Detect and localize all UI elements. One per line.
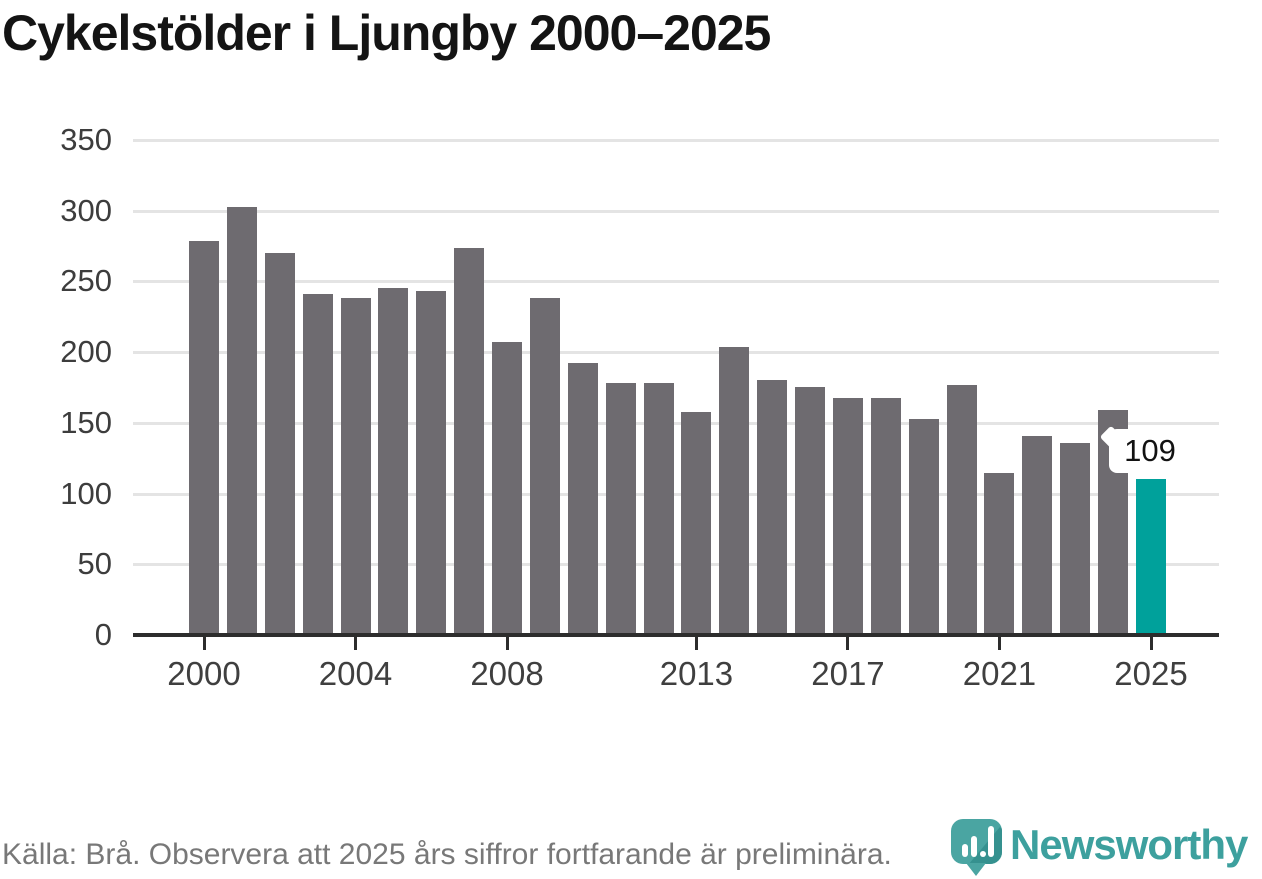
y-axis-tick-label: 300 [60,192,112,228]
y-axis-tick-label: 150 [60,404,112,440]
x-axis-tick-label: 2025 [1114,655,1188,692]
bar-2017 [832,398,863,633]
gridline-50 [133,563,1219,567]
y-axis-tick-label: 350 [60,121,112,157]
bar-2010 [567,363,598,633]
bar-2001 [226,207,257,633]
mini-barchart-dot-icon [980,851,986,857]
x-axis-tick [505,637,509,650]
bar-2016 [795,387,826,633]
bar-2006 [416,291,447,633]
x-axis-tick [1149,637,1153,650]
mini-barchart-icon [988,826,994,857]
x-axis-line [133,633,1219,637]
gridline-150 [133,421,1219,425]
bar-2004 [340,298,371,633]
bar-2015 [757,380,788,633]
gridline-200 [133,351,1219,355]
x-axis-tick-label: 2008 [470,655,544,692]
x-axis-tick [694,637,698,650]
bar-2007 [454,248,485,633]
bar-2012 [643,383,674,633]
pin-tail-shape [966,863,986,876]
bar-2000 [189,241,219,633]
y-axis-tick-label: 50 [77,546,112,582]
bar-2009 [529,298,560,633]
chart-title: Cykelstölder i Ljungby 2000–2025 [2,5,771,61]
bar-2014 [719,347,750,633]
bar-2018 [870,398,901,633]
bar-2005 [378,288,409,633]
highlight-value-label: 109 [1124,433,1176,468]
x-axis-tick-label: 2000 [167,655,241,692]
gridline-300 [133,209,1219,213]
bar-2025 [1136,479,1166,633]
y-axis-tick-label: 200 [60,334,112,370]
newsworthy-logo: Newsworthy [951,819,1262,879]
bar-2020 [946,385,977,633]
bar-2021 [984,473,1015,633]
gridline-250 [133,280,1219,284]
x-axis-tick-label: 2004 [318,655,393,692]
x-axis-tick [202,637,206,650]
bar-2019 [908,419,939,633]
gridline-350 [133,138,1219,142]
newsworthy-pin-icon [951,819,1002,864]
bar-2003 [302,294,333,633]
bar-2002 [264,253,295,633]
gridline-100 [133,492,1219,496]
x-axis-tick [846,637,850,650]
bar-2013 [681,412,712,633]
mini-barchart-icon [962,844,968,857]
bar-2011 [605,383,636,633]
x-axis-tick-label: 2021 [962,655,1037,692]
bar-2023 [1060,443,1091,633]
y-axis-tick-label: 250 [60,263,112,299]
y-axis-tick-label: 0 [94,617,112,652]
x-axis-tick [997,637,1001,650]
source-note: Källa: Brå. Observera att 2025 års siffr… [2,838,892,871]
bar-2008 [492,342,523,633]
x-axis-tick-label: 2013 [659,655,734,692]
y-axis-tick-label: 100 [60,475,112,511]
x-axis-tick [354,637,358,650]
bar-2022 [1022,436,1053,633]
newsworthy-wordmark: Newsworthy [1010,821,1248,868]
x-axis-tick-label: 2017 [811,655,885,692]
value-label-bubble: 109 [1109,429,1191,473]
mini-barchart-icon [971,836,977,857]
